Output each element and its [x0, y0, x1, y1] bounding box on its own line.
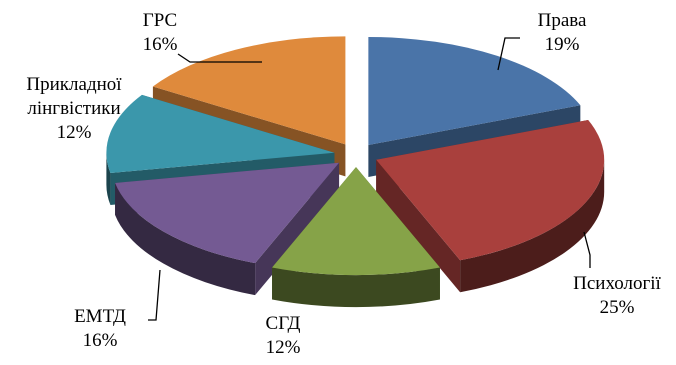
slice-label-психології: Психології — [573, 273, 661, 294]
slice-value-сгд: 12% — [266, 337, 301, 358]
slice-label-прикладної-лінгвістики-2: лінгвістики — [27, 98, 120, 119]
leader-lines — [148, 37, 591, 321]
slice-емтд — [115, 162, 340, 296]
slice-value-прикладної-лінгвістики: 12% — [57, 122, 92, 143]
slice-value-психології: 25% — [600, 297, 635, 318]
slice-label-грс: ГРС — [143, 10, 177, 31]
slice-label-сгд: СГД — [266, 313, 301, 334]
slice-label-прикладної-лінгвістики-1: Прикладної — [26, 74, 122, 95]
slice-value-права: 19% — [545, 34, 580, 55]
slice-label-права: Права — [538, 10, 587, 31]
slice-value-емтд: 16% — [83, 330, 118, 351]
slice-label-емтд: ЕМТД — [74, 306, 126, 327]
leader-line-психології — [583, 231, 591, 268]
slice-value-грс: 16% — [143, 34, 178, 55]
leader-line-грс — [177, 53, 262, 63]
slice-сгд — [272, 167, 440, 308]
leader-line-права — [497, 37, 520, 71]
pie-slices — [106, 36, 605, 308]
pie-labels: Права 19% Психології 25% СГД 12% ЕМТД 16% Прикла… — [26, 10, 661, 358]
leader-line-емтд — [148, 269, 161, 321]
slice-психології — [376, 120, 605, 293]
